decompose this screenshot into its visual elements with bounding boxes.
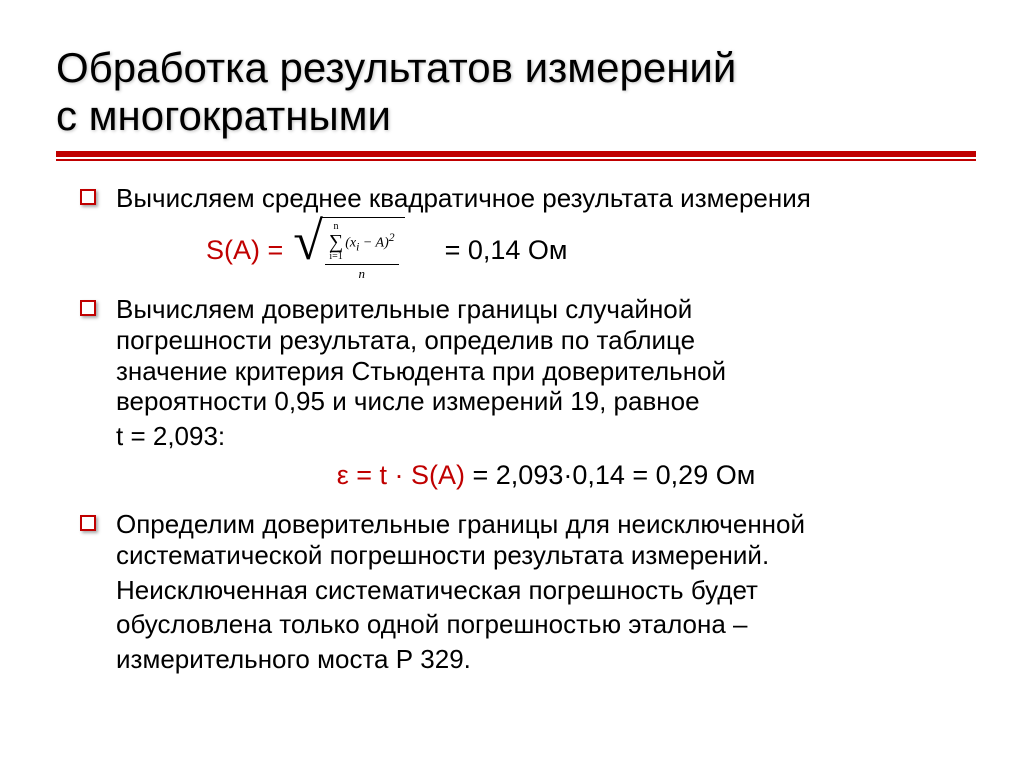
epsilon-lhs: ε = t · S(A): [337, 460, 465, 490]
formula-sa: S(A) = √ n ∑ i=1 (: [206, 217, 976, 284]
sqrt-body: n ∑ i=1 (xi − A)2 n: [321, 217, 405, 284]
numerator: n ∑ i=1 (xi − A)2: [325, 222, 399, 262]
item3-text-5: измерительного моста Р 329.: [116, 644, 976, 675]
formula-lhs: S(A) =: [206, 235, 283, 267]
sum-lower: i=1: [329, 252, 342, 262]
content-area: Вычисляем среднее квадратичное результат…: [56, 183, 976, 675]
item3-text-4: обусловлена только одной погрешностью эт…: [116, 609, 976, 640]
item3-text-3: Неисключенная систематическая погрешност…: [116, 575, 976, 606]
sqrt-sign: √: [293, 217, 323, 266]
bullet-item-1: Вычисляем среднее квадратичное результат…: [116, 183, 976, 285]
slide: Обработка результатов измерений с многок…: [0, 0, 1024, 767]
item2-text-4: вероятности 0,95 и числе измерений 19, р…: [116, 386, 976, 417]
epsilon-rhs: = 2,093·0,14 = 0,29 Ом: [465, 460, 755, 490]
bullet-icon: [80, 189, 96, 205]
item2-text-3: значение критерия Стьюдента при доверите…: [116, 356, 976, 387]
sigma-symbol: ∑: [329, 232, 343, 252]
title-line-2: с многократными: [56, 92, 391, 139]
title-line-1: Обработка результатов измерений: [56, 44, 736, 91]
epsilon-formula: ε = t · S(A) = 2,093·0,14 = 0,29 Ом: [116, 460, 976, 492]
slide-title: Обработка результатов измерений с многок…: [56, 44, 976, 141]
title-underline: [56, 151, 976, 161]
item2-text-2: погрешности результата, определив по таб…: [116, 325, 976, 356]
sqrt-expression: √ n ∑ i=1 (xi − A)2: [293, 217, 404, 284]
fraction: n ∑ i=1 (xi − A)2 n: [325, 222, 399, 282]
item1-text: Вычисляем среднее квадратичное результат…: [116, 183, 976, 214]
formula-result: = 0,14 Ом: [445, 235, 568, 267]
t-value-line: t = 2,093:: [116, 421, 976, 452]
sum-expr: (xi − A)2: [345, 231, 394, 254]
bullet-icon: [80, 300, 96, 316]
sigma-icon: n ∑ i=1: [329, 222, 343, 262]
denominator: n: [355, 267, 370, 282]
item2-text-1: Вычисляем доверительные границы случайно…: [116, 294, 976, 325]
bullet-item-3: Определим доверительные границы для неис…: [116, 509, 976, 570]
bullet-icon: [80, 515, 96, 531]
bullet-item-2: Вычисляем доверительные границы случайно…: [116, 294, 976, 417]
item3-text-1: Определим доверительные границы для неис…: [116, 509, 976, 540]
item3-text-2: систематической погрешности результата и…: [116, 540, 976, 571]
